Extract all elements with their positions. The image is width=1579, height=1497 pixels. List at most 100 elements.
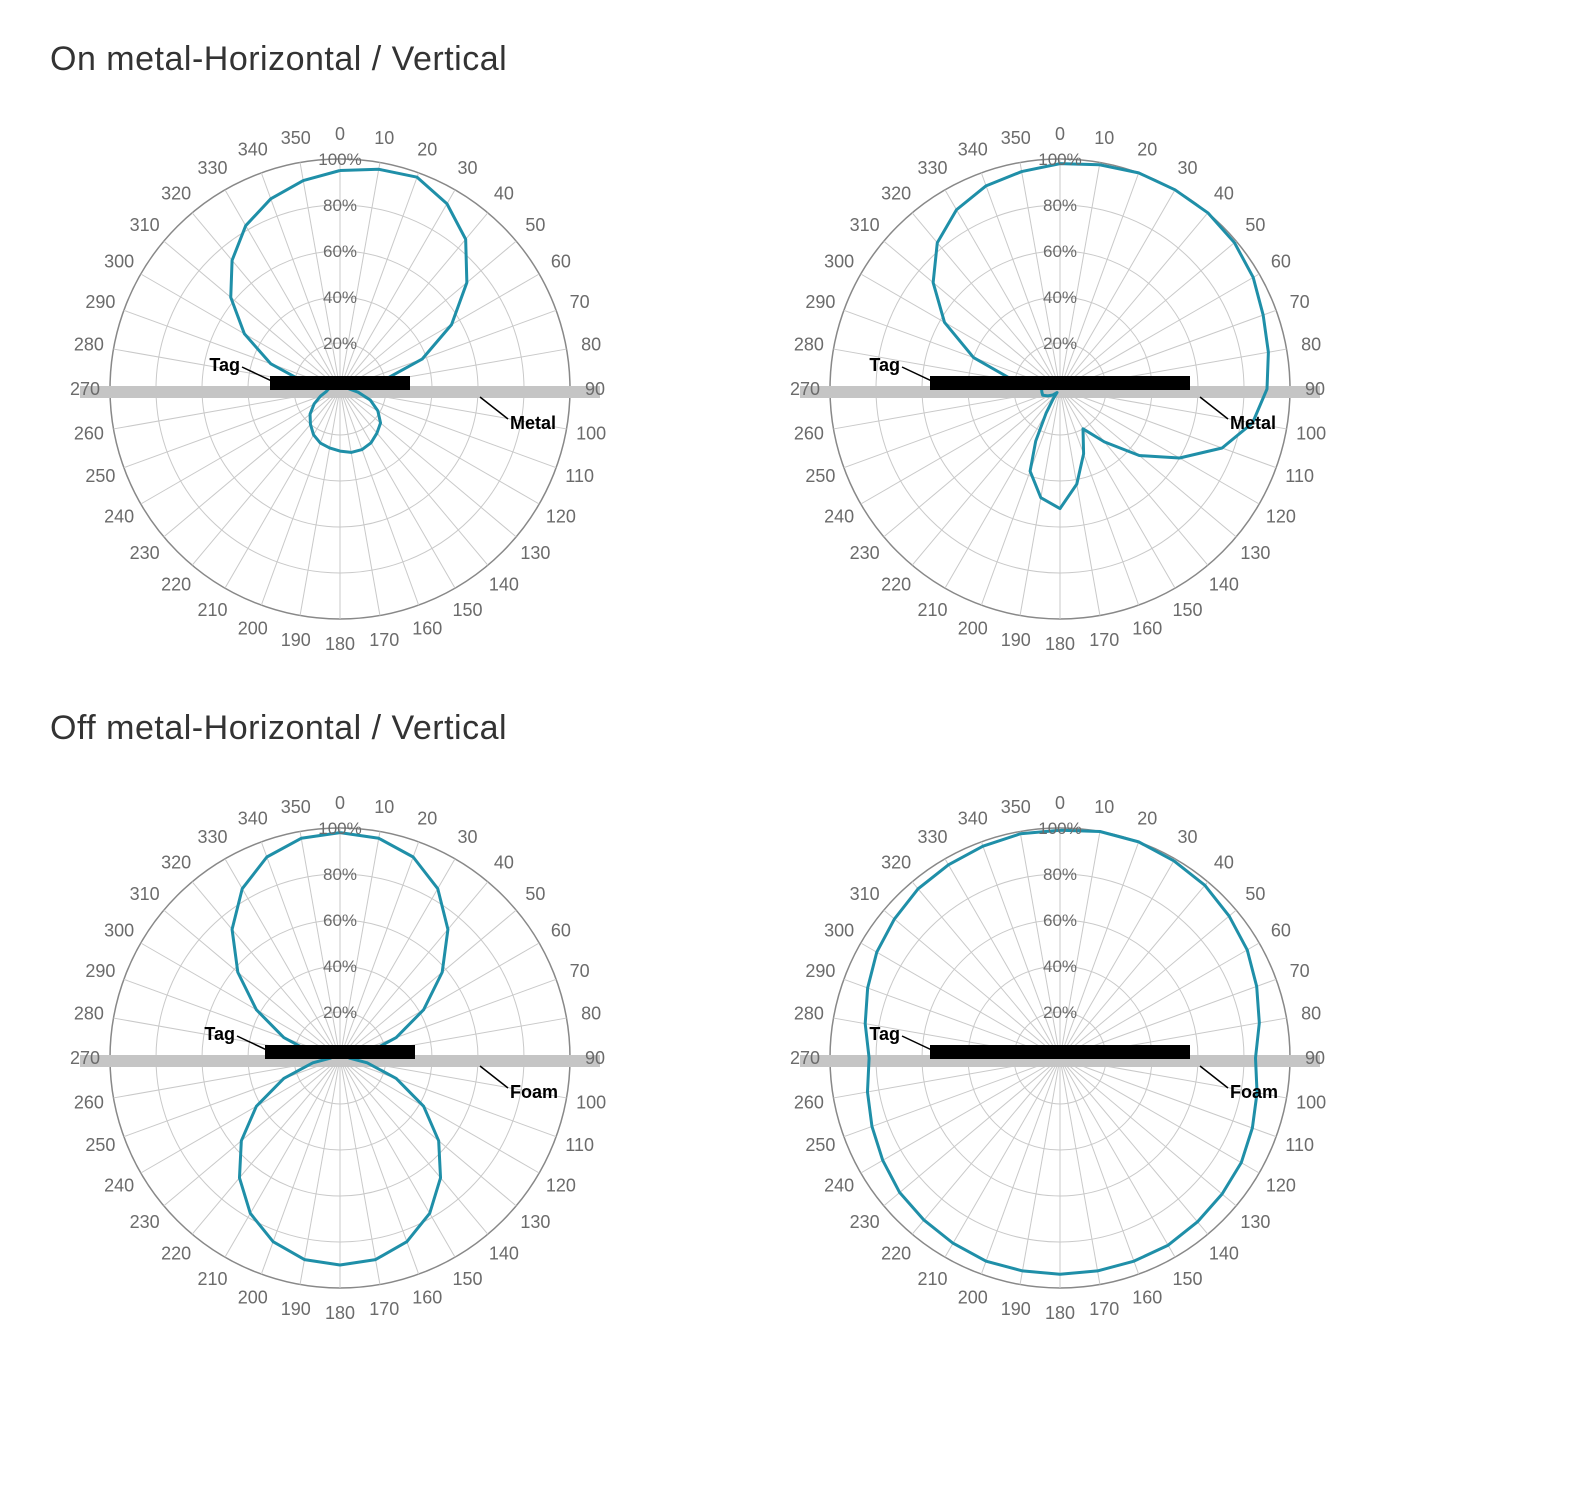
angle-label: 70 bbox=[570, 961, 590, 981]
radial-label: 80% bbox=[1043, 196, 1077, 215]
tag-leader bbox=[902, 367, 936, 383]
substrate-label: Metal bbox=[1230, 413, 1276, 433]
angle-label: 120 bbox=[1266, 507, 1296, 527]
tag-leader bbox=[237, 1036, 271, 1052]
polar-chart-off-vertical: 0102030405060708090100110120130140150160… bbox=[760, 758, 1360, 1358]
angle-label: 160 bbox=[412, 619, 442, 639]
angle-label: 150 bbox=[452, 600, 482, 620]
angle-label: 160 bbox=[1132, 1288, 1162, 1308]
tag-bar bbox=[265, 1045, 415, 1059]
angle-label: 30 bbox=[1177, 827, 1197, 847]
tag-label: Tag bbox=[869, 355, 900, 375]
angle-label: 30 bbox=[457, 827, 477, 847]
angle-label: 120 bbox=[546, 1176, 576, 1196]
angle-label: 230 bbox=[850, 1212, 880, 1232]
angle-label: 320 bbox=[881, 853, 911, 873]
angle-label: 170 bbox=[369, 630, 399, 650]
angle-label: 50 bbox=[1245, 215, 1265, 235]
radial-label: 40% bbox=[323, 957, 357, 976]
section-title-off: Off metal-Horizontal / Vertical bbox=[50, 709, 1539, 748]
angle-label: 110 bbox=[565, 466, 594, 486]
tag-bar bbox=[270, 376, 410, 390]
angle-label: 220 bbox=[161, 574, 191, 594]
angle-label: 90 bbox=[1305, 379, 1325, 399]
tag-leader bbox=[242, 367, 276, 383]
angle-label: 230 bbox=[130, 543, 160, 563]
angle-label: 270 bbox=[790, 1048, 820, 1068]
radial-label: 60% bbox=[323, 911, 357, 930]
angle-label: 300 bbox=[824, 252, 854, 272]
angle-label: 350 bbox=[281, 797, 311, 817]
angle-label: 130 bbox=[1240, 1212, 1270, 1232]
angle-label: 0 bbox=[335, 793, 345, 813]
angle-label: 60 bbox=[551, 252, 571, 272]
angle-label: 80 bbox=[581, 1004, 601, 1024]
tag-leader bbox=[902, 1036, 936, 1052]
tag-bar bbox=[930, 1045, 1190, 1059]
polar-chart-on-vertical: 0102030405060708090100110120130140150160… bbox=[760, 89, 1360, 689]
angle-label: 290 bbox=[805, 961, 835, 981]
angle-label: 180 bbox=[1045, 634, 1075, 654]
polar-svg: 0102030405060708090100110120130140150160… bbox=[40, 758, 640, 1358]
angle-label: 170 bbox=[369, 1299, 399, 1319]
radial-label: 100% bbox=[318, 150, 361, 169]
angle-label: 330 bbox=[917, 158, 947, 178]
angle-label: 200 bbox=[958, 619, 988, 639]
angle-label: 100 bbox=[1296, 423, 1326, 443]
angle-label: 120 bbox=[1266, 1176, 1296, 1196]
angle-label: 330 bbox=[197, 827, 227, 847]
radial-label: 80% bbox=[1043, 865, 1077, 884]
angle-label: 190 bbox=[1001, 630, 1031, 650]
angle-label: 240 bbox=[104, 1176, 134, 1196]
angle-label: 220 bbox=[161, 1243, 191, 1263]
angle-label: 90 bbox=[585, 1048, 605, 1068]
angle-label: 0 bbox=[1055, 124, 1065, 144]
angle-label: 270 bbox=[70, 1048, 100, 1068]
tag-label: Tag bbox=[204, 1024, 235, 1044]
angle-label: 240 bbox=[104, 507, 134, 527]
angle-label: 140 bbox=[489, 574, 519, 594]
angle-label: 320 bbox=[881, 184, 911, 204]
angle-label: 0 bbox=[1055, 793, 1065, 813]
radial-label: 40% bbox=[323, 288, 357, 307]
radial-label: 40% bbox=[1043, 957, 1077, 976]
angle-label: 80 bbox=[1301, 1004, 1321, 1024]
angle-label: 290 bbox=[85, 961, 115, 981]
radial-label: 60% bbox=[1043, 242, 1077, 261]
angle-label: 180 bbox=[325, 634, 355, 654]
angle-label: 270 bbox=[790, 379, 820, 399]
angle-label: 290 bbox=[85, 292, 115, 312]
radial-label: 100% bbox=[318, 819, 361, 838]
radial-label: 20% bbox=[1043, 334, 1077, 353]
angle-label: 50 bbox=[525, 215, 545, 235]
angle-label: 280 bbox=[74, 335, 104, 355]
tag-label: Tag bbox=[209, 355, 240, 375]
substrate-label: Metal bbox=[510, 413, 556, 433]
tag-label: Tag bbox=[869, 1024, 900, 1044]
angle-label: 340 bbox=[238, 139, 268, 159]
tag-bar bbox=[930, 376, 1190, 390]
radial-label: 60% bbox=[1043, 911, 1077, 930]
angle-label: 190 bbox=[281, 1299, 311, 1319]
angle-label: 220 bbox=[881, 574, 911, 594]
angle-label: 150 bbox=[1172, 600, 1202, 620]
angle-label: 320 bbox=[161, 853, 191, 873]
angle-label: 90 bbox=[1305, 1048, 1325, 1068]
angle-label: 300 bbox=[104, 921, 134, 941]
angle-label: 110 bbox=[1285, 1135, 1314, 1155]
angle-label: 110 bbox=[565, 1135, 594, 1155]
angle-label: 170 bbox=[1089, 1299, 1119, 1319]
angle-label: 310 bbox=[850, 884, 880, 904]
angle-label: 100 bbox=[1296, 1092, 1326, 1112]
angle-label: 10 bbox=[374, 797, 394, 817]
angle-label: 280 bbox=[794, 1004, 824, 1024]
angle-label: 240 bbox=[824, 507, 854, 527]
angle-label: 350 bbox=[281, 128, 311, 148]
row-off: 0102030405060708090100110120130140150160… bbox=[40, 758, 1539, 1358]
angle-label: 190 bbox=[281, 630, 311, 650]
angle-label: 320 bbox=[161, 184, 191, 204]
angle-label: 40 bbox=[494, 853, 514, 873]
angle-label: 350 bbox=[1001, 797, 1031, 817]
angle-label: 330 bbox=[197, 158, 227, 178]
angle-label: 150 bbox=[452, 1269, 482, 1289]
